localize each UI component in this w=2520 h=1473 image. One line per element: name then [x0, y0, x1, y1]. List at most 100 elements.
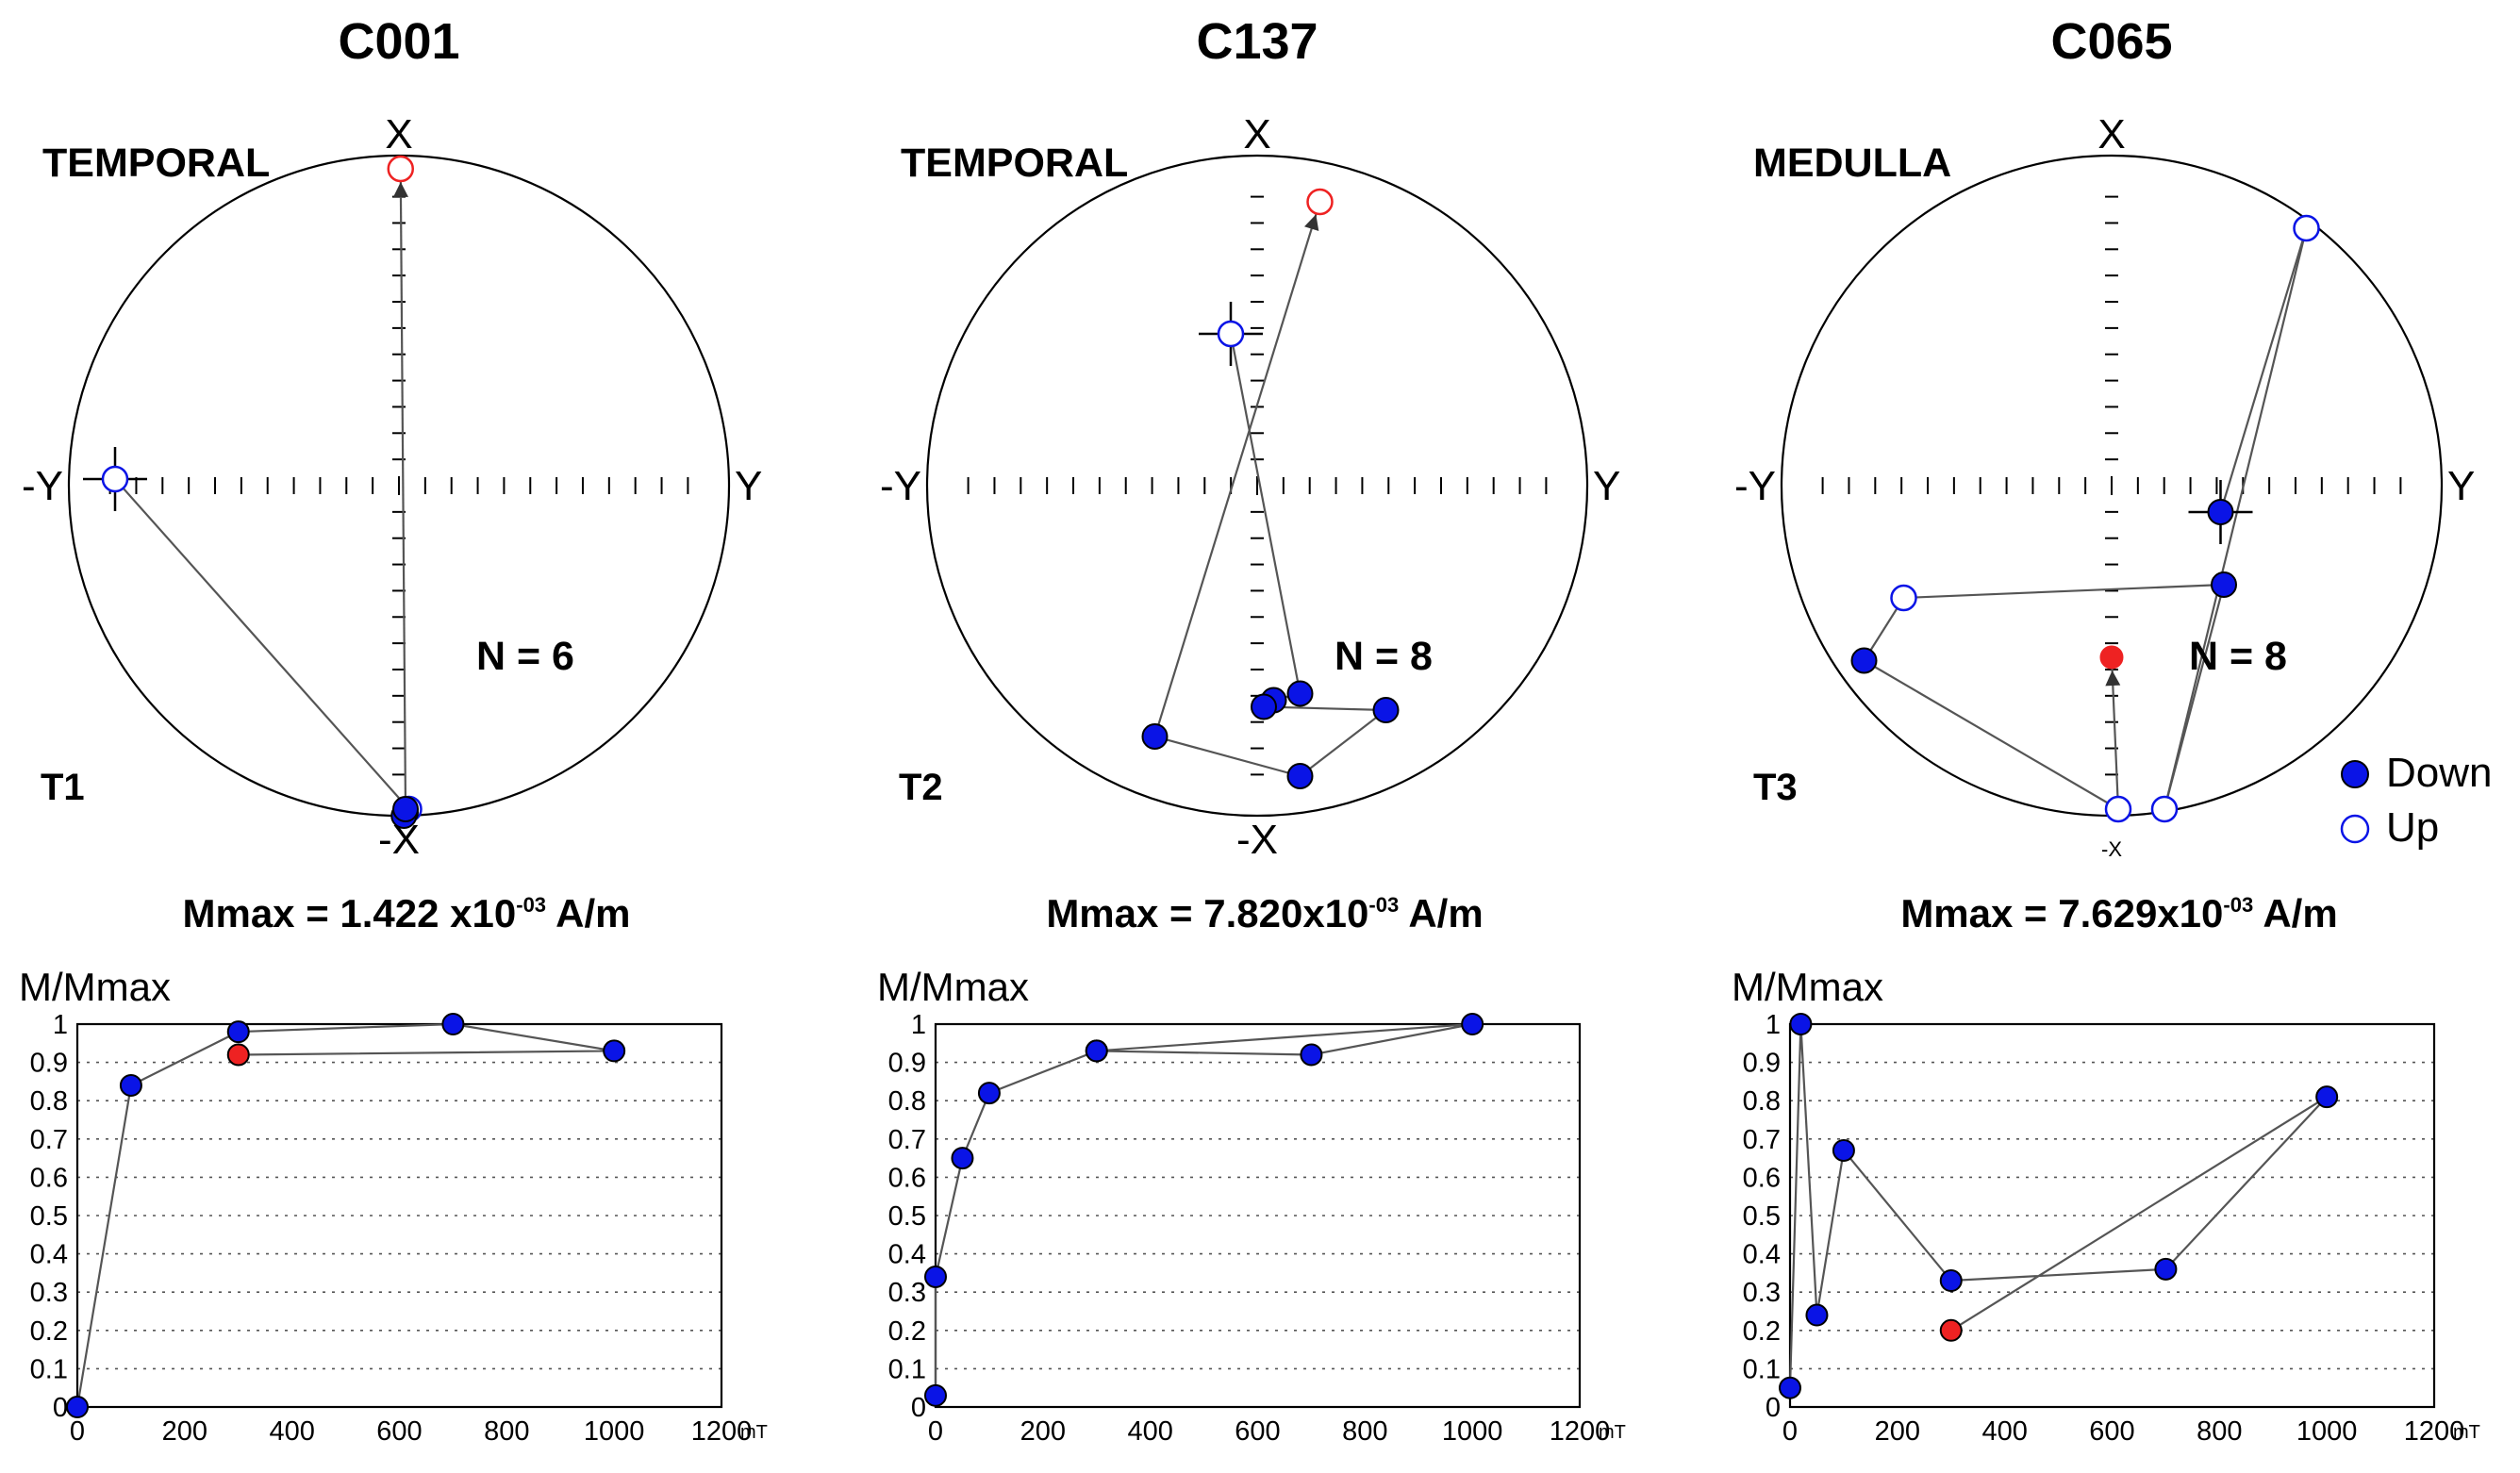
path-segment [114, 478, 410, 810]
x-axis-unit: mT [2453, 1422, 2480, 1443]
stereonet-point-down [2207, 499, 2234, 525]
mmax-label: Mmax = 7.820x10-03 A/m [1046, 891, 1483, 935]
panel-c065: C065 MEDULLA X -X -Y Y T3 N = 8 Mmax = 7.629x10-… [1732, 13, 2480, 1447]
region-label: MEDULLA [1753, 141, 1951, 186]
axis-label-y: Y [2447, 463, 2475, 509]
x-tick-label: 0 [928, 1416, 943, 1447]
path-segment [1229, 333, 1301, 694]
panel-c137: C137 TEMPORAL X -X -Y Y T2 N = 8 Mmax = 7.820x10… [877, 13, 1626, 1447]
x-tick-label: 600 [1235, 1416, 1280, 1447]
path-segment [1903, 583, 2225, 600]
path-arrowhead [1304, 214, 1319, 232]
x-axis-unit: mT [740, 1422, 768, 1443]
path-segment [2219, 227, 2308, 513]
panel-title: C065 [2050, 13, 2172, 70]
y-tick-label: 0 [53, 1393, 68, 1423]
plot-frame [934, 1022, 1582, 1409]
data-point [951, 1147, 974, 1170]
stereonet-point-up [2104, 795, 2132, 823]
x-axis-unit: mT [1599, 1422, 1626, 1443]
x-tick-label: 400 [1127, 1416, 1172, 1447]
decay-plot: M/Mmax 0 0.1 0.2 0.3 0.4 0.5 0.6 0.7 0.8 0.9 1 0 200 4… [877, 965, 1626, 1447]
y-tick-label: 0.2 [888, 1316, 926, 1347]
data-point [924, 1265, 947, 1288]
y-tick-label: 0.1 [888, 1354, 926, 1384]
x-tick-label: 1200 [1550, 1416, 1611, 1447]
n-count-label: N = 6 [476, 634, 574, 679]
y-tick-label: 0.5 [30, 1201, 68, 1232]
y-tick-label: 0.2 [1743, 1316, 1781, 1347]
stereonet-point-down [1372, 697, 1400, 723]
axis-label-y: Y [735, 463, 762, 509]
y-tick-label: 0.8 [30, 1086, 68, 1117]
data-point [1805, 1303, 1829, 1327]
stereonet-point-up [2150, 795, 2179, 823]
axis-label-neg-y: -Y [880, 463, 921, 509]
axis-label-neg-x: -X [2101, 837, 2122, 861]
stereonet-point-down [1286, 680, 1314, 707]
y-tick-label: 0 [1766, 1393, 1781, 1423]
y-tick-label: 0.9 [888, 1049, 926, 1079]
specimen-label: T2 [899, 767, 943, 808]
x-tick-label: 800 [484, 1416, 529, 1447]
series-line [934, 1022, 1473, 1396]
data-point [1300, 1043, 1323, 1067]
path-arrowhead [2105, 670, 2121, 687]
x-tick-label: 200 [162, 1416, 207, 1447]
legend-down-label: Down [2386, 750, 2493, 796]
data-point [924, 1383, 947, 1407]
decay-plot: M/Mmax 0 0.1 0.2 0.3 0.4 0.5 0.6 0.7 0.8 0.9 1 0 200 4… [1732, 965, 2480, 1447]
axis-label-neg-y: -Y [22, 463, 63, 509]
y-tick-label: 0.9 [1743, 1049, 1781, 1079]
y-tick-label: 1 [911, 1010, 926, 1040]
y-tick-label: 1 [1766, 1010, 1781, 1040]
stereonet: X-X-Y Y [22, 111, 762, 863]
stereonet-circle [925, 154, 1589, 818]
y-tick-label: 0.7 [1743, 1125, 1781, 1155]
mmax-label: Mmax = 7.629x10-03 A/m [1900, 891, 2337, 935]
series-line [1788, 1023, 2328, 1388]
path-segment [1153, 201, 1321, 737]
stereonet-point-down [1286, 763, 1314, 789]
stereonet-path [1141, 188, 1400, 789]
stereonet-path [83, 155, 423, 829]
x-tick-label: 800 [2197, 1416, 2242, 1447]
data-point [977, 1082, 1001, 1105]
region-label: TEMPORAL [42, 141, 270, 186]
y-tick-label: 0.6 [888, 1163, 926, 1193]
plot-frame [75, 1022, 723, 1409]
y-tick-label: 0.1 [30, 1354, 68, 1384]
y-tick-label: 0.9 [30, 1049, 68, 1079]
axis-label-neg-x: -X [1236, 817, 1278, 863]
path-segment [399, 168, 407, 810]
stereonet-point-highlight-up [1306, 188, 1334, 216]
x-tick-label: 600 [2089, 1416, 2134, 1447]
axis-label-x: X [2097, 111, 2125, 157]
x-tick-label: 0 [1782, 1416, 1798, 1447]
y-tick-label: 0.3 [30, 1278, 68, 1308]
y-tick-label: 0.1 [1743, 1354, 1781, 1384]
stereonet-point-highlight-down [2099, 645, 2124, 670]
y-tick-label: 0.8 [1743, 1086, 1781, 1117]
data-point [603, 1039, 626, 1063]
specimen-label: T1 [41, 767, 85, 808]
stereonet-ticks [967, 195, 1548, 776]
legend-down-marker [2341, 760, 2369, 788]
x-tick-label: 200 [1875, 1416, 1920, 1447]
x-tick-label: 0 [70, 1416, 85, 1447]
x-tick-label: 1000 [2296, 1416, 2358, 1447]
x-tick-label: 600 [376, 1416, 422, 1447]
x-tick-label: 400 [1981, 1416, 2027, 1447]
y-tick-label: 1 [53, 1010, 68, 1040]
data-point [1832, 1138, 1855, 1162]
path-segment [1299, 709, 1387, 777]
data-point [1789, 1013, 1813, 1035]
legend-up-label: Up [2386, 804, 2439, 851]
plot-frame [1788, 1022, 2436, 1409]
y-tick-label: 0.7 [30, 1125, 68, 1155]
y-tick-label: 0.8 [888, 1086, 926, 1117]
stereonet-point-up [2293, 214, 2320, 242]
data-point [119, 1073, 142, 1097]
y-tick-label: 0.7 [888, 1125, 926, 1155]
